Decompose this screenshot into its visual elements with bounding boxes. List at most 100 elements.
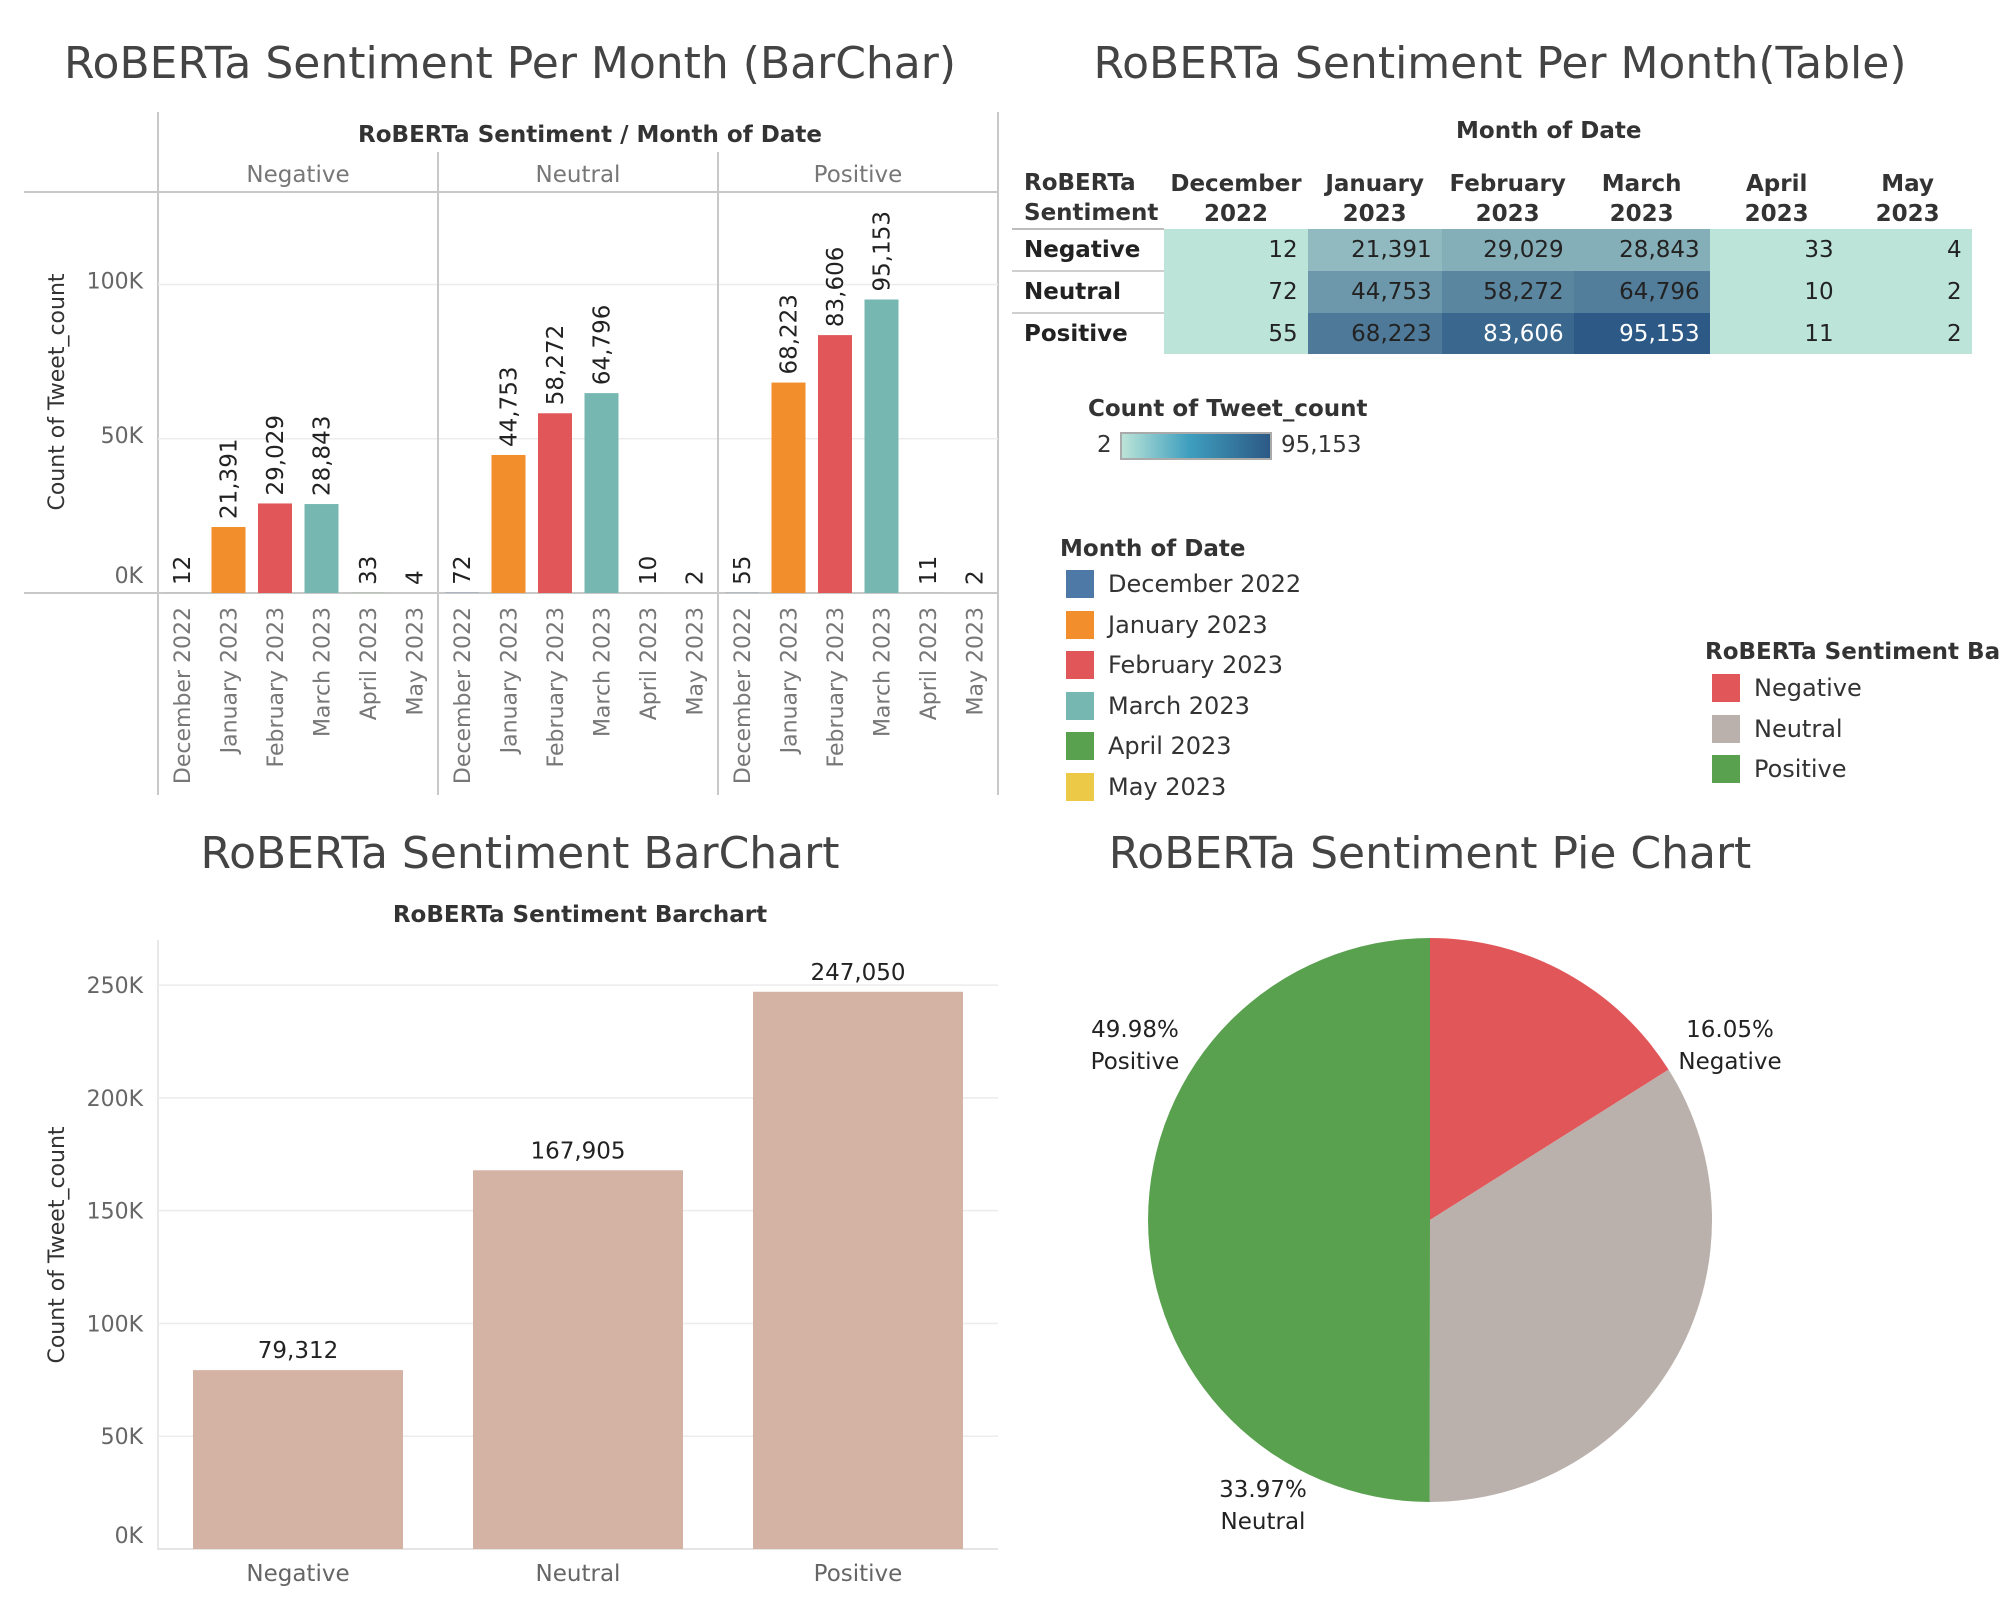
table-cell: 2 <box>1843 313 1972 354</box>
legend-swatch <box>1066 651 1094 679</box>
x-tick-label: January 2023 <box>218 607 243 755</box>
legend-swatch <box>1712 674 1740 702</box>
bar-value-label: 33 <box>356 556 382 585</box>
legend-swatch <box>1066 610 1094 639</box>
legend-label: Positive <box>1754 755 1847 783</box>
column-header-line: April 2023 <box>1744 171 1809 227</box>
bar-value-label: 44,753 <box>497 366 523 446</box>
title-monthly-barchart: RoBERTa Sentiment Per Month (BarChar) <box>63 38 957 89</box>
heat-legend-gradient <box>1120 432 1272 460</box>
pie-percent-label: 16.05% <box>1686 1017 1774 1043</box>
bar-value-label: 58,272 <box>543 325 569 405</box>
monthly-sentiment-bar-chart: RoBERTa Sentiment / Month of Date 0K 50K 10… <box>24 112 999 795</box>
legend-swatch <box>1712 755 1740 783</box>
table-cell: 95,153 <box>1573 313 1710 354</box>
x-tick-label: February 2023 <box>544 607 569 767</box>
bar-value-label: 79,312 <box>258 1338 338 1364</box>
x-tick-label: December 2022 <box>171 607 196 784</box>
pie-slice <box>1429 1069 1712 1502</box>
table-cell: 12 <box>1164 229 1308 271</box>
heat-legend-max: 95,153 <box>1281 432 1362 458</box>
x-tick-label: March 2023 <box>591 607 616 737</box>
y-tick-label: 100K <box>87 270 144 295</box>
row-label: Neutral <box>1012 270 1165 313</box>
table-row: Neutral 72 44,753 58,272 64,796 10 2 <box>1012 270 1972 313</box>
y-tick-label: 0K <box>115 564 144 589</box>
panel-label: Positive <box>814 162 903 188</box>
x-tick-label: December 2022 <box>451 607 476 784</box>
bar-value-label: 64,796 <box>590 305 616 385</box>
x-tick-label: April 2023 <box>357 607 382 720</box>
column-header-line: May 2023 <box>1875 171 1940 227</box>
bar-value-label: 21,391 <box>217 439 243 519</box>
x-tick-label: Negative <box>246 1561 349 1587</box>
pie-percent-label: 49.98% <box>1091 1017 1179 1043</box>
sentiment-legend-item[interactable]: Neutral <box>1712 714 1843 743</box>
table-cell: 64,796 <box>1573 271 1710 313</box>
sentiment-legend-title: RoBERTa Sentiment Ba.. <box>1705 639 2000 665</box>
table-cell: 33 <box>1709 229 1844 271</box>
month-legend-item[interactable]: May 2023 <box>1066 772 1226 801</box>
bar <box>258 503 292 593</box>
bar-value-label: 72 <box>450 555 476 584</box>
table-cell: 44,753 <box>1307 271 1442 313</box>
bar <box>193 1370 403 1549</box>
legend-label: February 2023 <box>1108 651 1284 679</box>
sentiment-legend-item[interactable]: Negative <box>1712 674 1862 702</box>
month-legend-item[interactable]: January 2023 <box>1066 610 1268 639</box>
x-tick-label: March 2023 <box>871 607 896 737</box>
table-cell: 58,272 <box>1441 271 1574 313</box>
bar <box>304 504 339 593</box>
row-label: Negative <box>1012 228 1165 271</box>
column-header: December 2022 <box>1164 162 1307 229</box>
facet-chart-header: RoBERTa Sentiment / Month of Date <box>358 122 822 148</box>
title-pie-chart: RoBERTa Sentiment Pie Chart <box>1108 828 1752 879</box>
table-cell: 29,029 <box>1441 229 1574 271</box>
y-tick-label: 50K <box>101 1425 144 1450</box>
legend-label: December 2022 <box>1108 570 1302 598</box>
legend-label: Neutral <box>1754 714 1843 743</box>
x-tick-label: May 2023 <box>964 607 989 715</box>
bar-value-label: 95,153 <box>870 211 896 291</box>
legend-swatch <box>1712 714 1740 743</box>
bar-value-label: 55 <box>730 556 756 585</box>
x-tick-label: March 2023 <box>311 607 336 737</box>
month-legend-item[interactable]: February 2023 <box>1066 651 1283 679</box>
x-tick-label: February 2023 <box>824 607 849 767</box>
bar-value-label: 247,050 <box>810 960 905 986</box>
bar <box>473 1170 683 1549</box>
y-tick-label: 100K <box>87 1312 144 1337</box>
legend-label: January 2023 <box>1108 610 1268 639</box>
column-header-line: 2023 <box>1342 201 1407 227</box>
month-legend-item[interactable]: December 2022 <box>1066 570 1301 598</box>
bar <box>491 454 526 593</box>
column-header-line: 2022 <box>1204 201 1269 227</box>
sentiment-legend-item[interactable]: Positive <box>1712 755 1847 783</box>
bar <box>864 299 899 593</box>
table-column-header: Month of Date <box>1456 118 1642 144</box>
legend-label: Negative <box>1754 674 1862 702</box>
x-tick-label: May 2023 <box>684 607 709 715</box>
x-tick-label: January 2023 <box>778 607 803 755</box>
bar-value-label: 68,223 <box>777 294 803 374</box>
x-tick-label: April 2023 <box>917 607 942 720</box>
y-axis-label: Count of Tweet_count <box>45 1126 70 1363</box>
bar-value-label: 2 <box>963 570 989 585</box>
legend-label: March 2023 <box>1108 691 1250 720</box>
column-header-line: 2023 <box>1609 201 1674 227</box>
table-cell: 28,843 <box>1573 229 1710 271</box>
bar-value-label: 2 <box>683 570 709 585</box>
y-tick-label: 250K <box>87 974 144 999</box>
table-cell: 72 <box>1164 271 1308 313</box>
column-header: March 2023 <box>1574 162 1710 229</box>
pie-slice <box>1430 938 1669 1220</box>
bar-value-label: 4 <box>403 570 429 585</box>
y-tick-label: 200K <box>87 1087 144 1112</box>
bar <box>584 393 619 593</box>
bar <box>771 382 806 593</box>
pie-percent-label: 33.97% <box>1219 1477 1307 1503</box>
month-legend-item[interactable]: March 2023 <box>1066 691 1250 720</box>
month-legend-item[interactable]: April 2023 <box>1066 732 1232 760</box>
bar-value-label: 29,029 <box>263 415 289 495</box>
title-summary-barchart: RoBERTa Sentiment BarChart <box>200 828 840 879</box>
